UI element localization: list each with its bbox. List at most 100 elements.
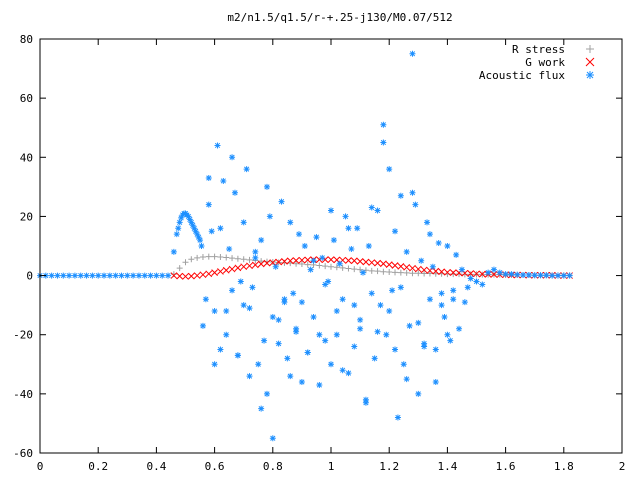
data-point-g-work	[222, 266, 230, 274]
data-point-acoustic-flux	[441, 313, 448, 320]
data-point-acoustic-flux	[316, 331, 323, 338]
data-point-acoustic-flux	[147, 272, 154, 279]
x-tick-label: 1.6	[496, 460, 516, 473]
data-point-acoustic-flux	[339, 367, 346, 374]
data-point-acoustic-flux	[464, 284, 471, 291]
data-point-acoustic-flux	[450, 287, 457, 294]
data-point-g-work	[176, 272, 184, 280]
x-tick-label: 0.8	[263, 460, 283, 473]
data-point-r-stress	[188, 256, 195, 263]
data-point-acoustic-flux	[322, 281, 329, 288]
data-point-g-work	[467, 270, 475, 277]
data-point-r-stress	[351, 266, 358, 273]
legend-marker	[585, 57, 595, 67]
data-point-acoustic-flux	[287, 373, 294, 380]
data-point-acoustic-flux	[290, 290, 297, 297]
data-point-acoustic-flux	[202, 296, 209, 303]
data-point-r-stress	[426, 270, 433, 277]
data-point-g-work	[187, 272, 195, 280]
data-point-r-stress	[409, 270, 416, 277]
data-point-r-stress	[415, 270, 422, 277]
data-point-acoustic-flux	[170, 248, 177, 255]
data-point-acoustic-flux	[403, 376, 410, 383]
data-point-acoustic-flux	[458, 266, 465, 273]
data-point-acoustic-flux	[175, 225, 182, 232]
data-point-acoustic-flux	[426, 296, 433, 303]
data-point-acoustic-flux	[389, 287, 396, 294]
data-point-acoustic-flux	[214, 142, 221, 149]
data-point-g-work	[409, 264, 416, 272]
data-point-acoustic-flux	[374, 328, 381, 335]
data-point-r-stress	[304, 261, 311, 268]
data-point-acoustic-flux	[525, 271, 532, 278]
data-point-acoustic-flux	[531, 272, 538, 279]
x-tick-label: 1.8	[554, 460, 574, 473]
data-point-g-work	[234, 264, 242, 272]
data-point-acoustic-flux	[223, 331, 230, 338]
data-point-g-work	[368, 259, 376, 266]
data-point-acoustic-flux	[295, 231, 302, 238]
data-point-acoustic-flux	[392, 346, 399, 353]
data-point-acoustic-flux	[240, 219, 247, 226]
data-point-acoustic-flux	[269, 435, 276, 442]
data-point-g-work	[298, 256, 306, 264]
data-point-g-work	[391, 262, 399, 269]
data-point-acoustic-flux	[208, 228, 215, 235]
data-point-acoustic-flux	[325, 278, 332, 285]
data-point-acoustic-flux	[415, 390, 422, 397]
data-point-acoustic-flux	[246, 373, 253, 380]
data-point-g-work	[170, 272, 178, 279]
data-point-acoustic-flux	[508, 271, 515, 278]
legend-marker	[586, 45, 594, 53]
data-point-acoustic-flux	[438, 290, 445, 297]
data-point-acoustic-flux	[255, 361, 262, 368]
data-point-acoustic-flux	[266, 213, 273, 220]
data-point-r-stress	[339, 264, 346, 271]
data-point-acoustic-flux	[333, 308, 340, 315]
data-point-acoustic-flux	[426, 231, 433, 238]
data-point-r-stress	[240, 256, 247, 263]
x-tick-label: 2	[619, 460, 626, 473]
data-point-acoustic-flux	[130, 272, 137, 279]
data-point-acoustic-flux	[195, 234, 202, 241]
data-point-g-work	[333, 256, 341, 264]
data-point-r-stress	[176, 265, 183, 272]
data-point-acoustic-flux	[543, 272, 550, 279]
data-point-acoustic-flux	[106, 272, 113, 279]
data-point-acoustic-flux	[447, 337, 454, 344]
data-point-acoustic-flux	[319, 254, 326, 261]
data-point-acoustic-flux	[322, 337, 329, 344]
data-point-acoustic-flux	[412, 201, 419, 208]
data-point-acoustic-flux	[83, 272, 90, 279]
data-point-acoustic-flux	[71, 272, 78, 279]
data-point-g-work	[444, 268, 451, 276]
data-point-acoustic-flux	[186, 216, 193, 223]
data-point-acoustic-flux	[336, 260, 343, 267]
data-point-r-stress	[357, 266, 364, 273]
data-point-acoustic-flux	[450, 296, 457, 303]
data-point-acoustic-flux	[351, 343, 358, 350]
data-point-acoustic-flux	[189, 222, 196, 229]
data-point-acoustic-flux	[310, 313, 317, 320]
data-point-acoustic-flux	[397, 192, 404, 199]
data-point-acoustic-flux	[176, 219, 183, 226]
data-point-acoustic-flux	[429, 263, 436, 270]
legend-label: Acoustic flux	[479, 69, 565, 82]
data-point-acoustic-flux	[432, 346, 439, 353]
data-point-acoustic-flux	[549, 272, 556, 279]
data-point-acoustic-flux	[298, 379, 305, 386]
data-point-acoustic-flux	[456, 325, 463, 332]
data-point-r-stress	[421, 270, 428, 277]
data-point-acoustic-flux	[60, 272, 67, 279]
data-point-acoustic-flux	[345, 225, 352, 232]
data-point-g-work	[397, 263, 405, 270]
data-point-acoustic-flux	[287, 219, 294, 226]
data-point-g-work	[327, 256, 335, 263]
data-point-acoustic-flux	[249, 284, 256, 291]
data-point-r-stress	[345, 265, 352, 272]
data-point-acoustic-flux	[371, 355, 378, 362]
y-tick-label: 0	[26, 270, 33, 283]
data-point-g-work	[263, 259, 271, 267]
data-point-acoustic-flux	[263, 390, 270, 397]
data-point-r-stress	[380, 268, 387, 275]
